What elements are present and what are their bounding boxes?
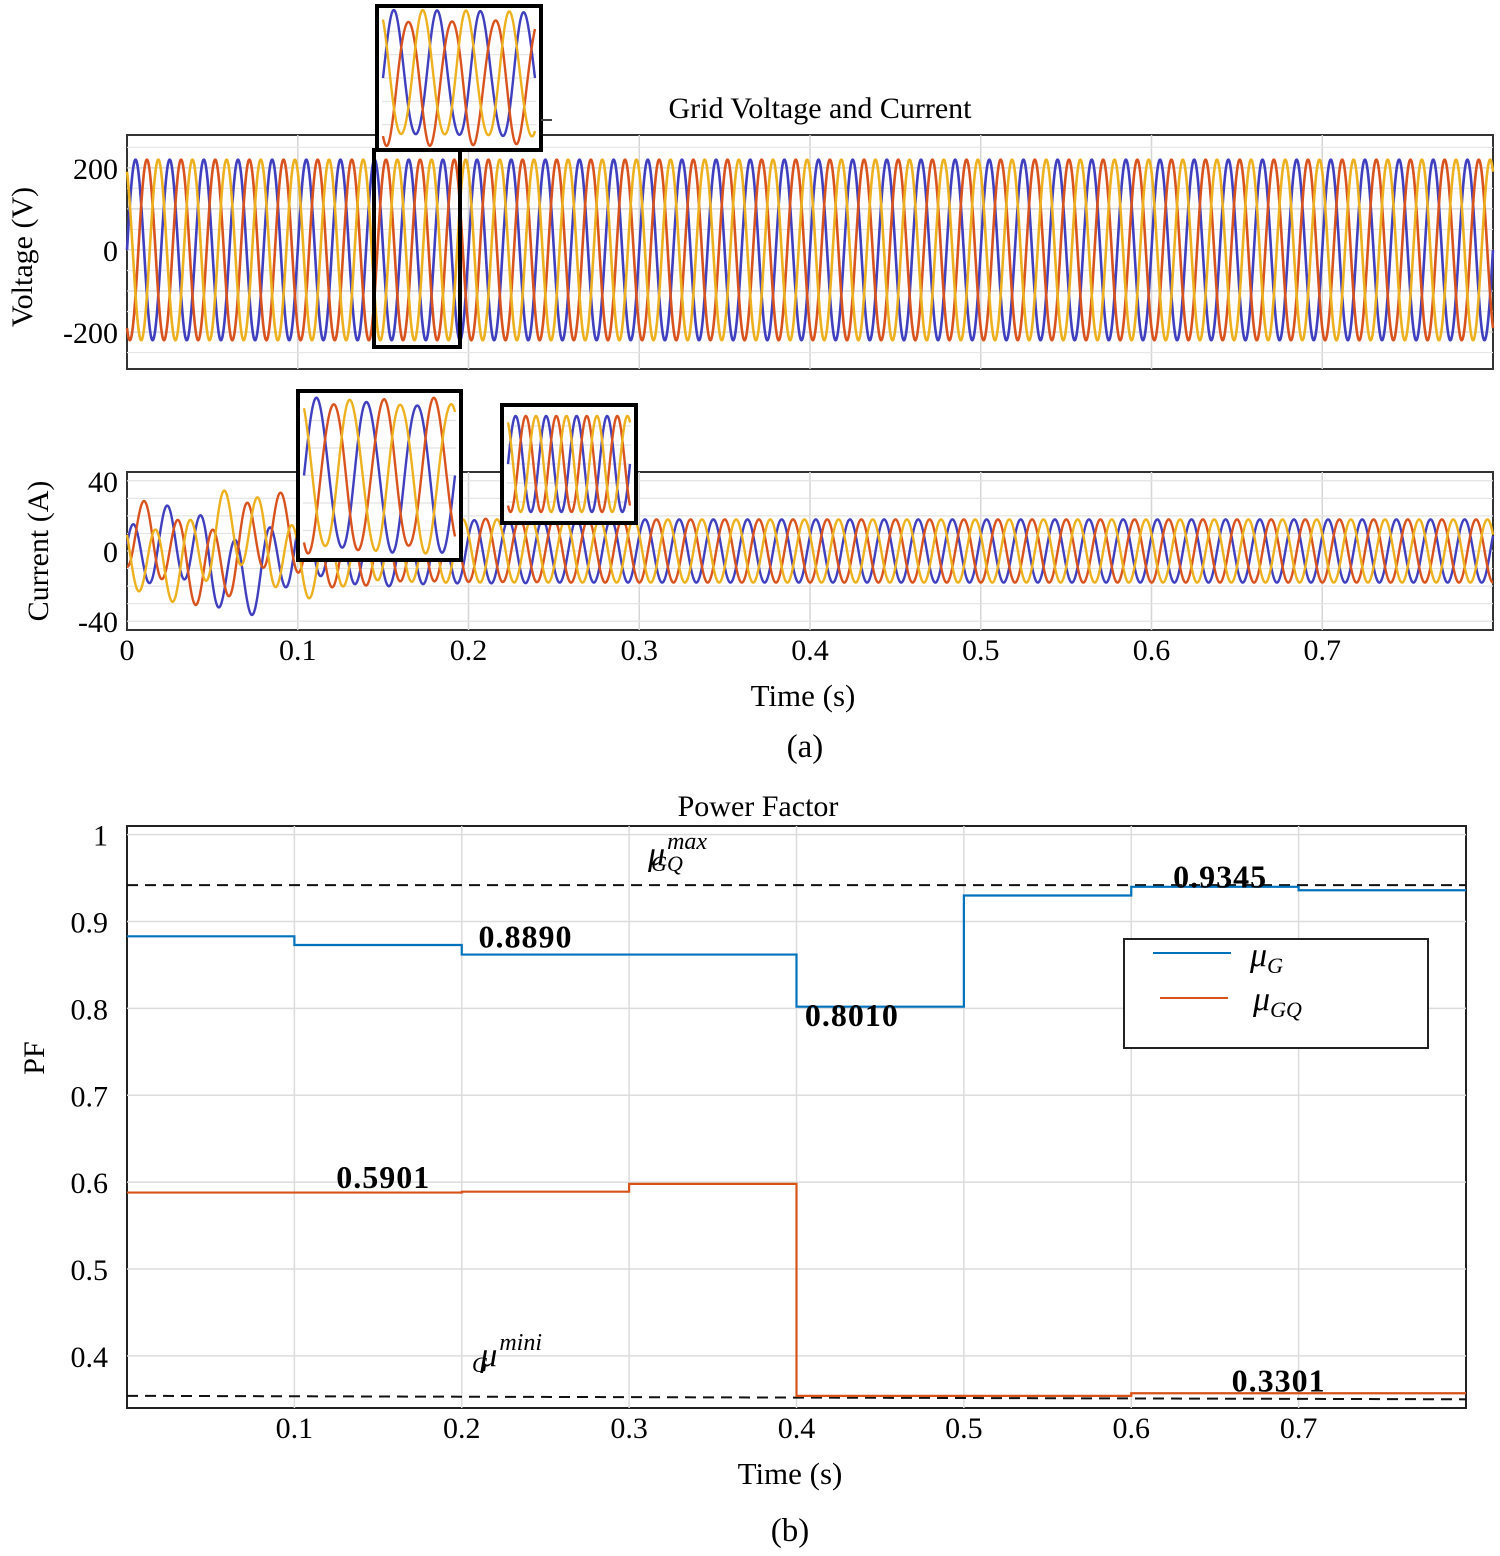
figure-a-title: Grid Voltage and Current <box>668 92 972 125</box>
current-inset-steady <box>500 403 638 525</box>
pf-value-annotation: 0.3301 <box>1232 1362 1326 1398</box>
pf-y-tick-label: 0.7 <box>71 1080 109 1113</box>
x-tick-label: 0.5 <box>962 634 1000 667</box>
current-axis-label: Current (A) <box>22 481 55 622</box>
current-panel: 40 0 -40 Current (A) <box>22 466 1495 639</box>
current-inset-2-waveforms <box>506 414 632 514</box>
pf-y-tick-label: 0.8 <box>71 993 109 1026</box>
pf-legend: μG μGQ <box>1123 937 1429 1049</box>
voltage-inset-waveforms <box>381 8 537 148</box>
pf-y-tick-label: 0.5 <box>71 1254 109 1287</box>
pf-y-tick-label: 0.9 <box>71 907 109 940</box>
pf-x-tick-label: 0.2 <box>443 1412 481 1445</box>
inset-phase-2 <box>506 414 632 514</box>
voltage-phase-1 <box>125 158 1495 342</box>
figure-a-caption: (a) <box>787 729 824 765</box>
figure-a-x-axis-label: Time (s) <box>751 678 856 713</box>
voltage-inset <box>375 4 552 152</box>
legend-box <box>1123 938 1429 1049</box>
pf-reference-lines <box>126 884 1467 1401</box>
pf-y-ticks: 0.4 0.5 0.6 0.7 0.8 0.9 1 <box>71 820 109 1374</box>
legend-label-mu-gq: μGQ <box>1252 981 1302 1022</box>
current-inset-1-waveforms <box>302 396 457 555</box>
current-y-ticks: 40 0 -40 <box>78 466 118 639</box>
voltage-y-tick-label: 0 <box>103 235 118 268</box>
pf-x-tick-label: 0.5 <box>945 1412 983 1445</box>
inset-phase-1 <box>302 396 457 554</box>
x-tick-label: 0.1 <box>279 634 317 667</box>
x-tick-label: 0.3 <box>621 634 659 667</box>
x-tick-label: 0.4 <box>791 634 829 667</box>
voltage-phase-2 <box>125 158 1495 342</box>
series-mu-g <box>127 885 1466 1008</box>
pf-annotations: 0.8890 0.8010 0.9345 0.5901 0.3301 <box>336 859 1326 1399</box>
chart-title: Power Factor <box>678 790 839 823</box>
pf-y-tick-label: 0.6 <box>71 1167 109 1200</box>
x-tick-label: 0 <box>120 634 135 667</box>
pf-x-tick-label: 0.4 <box>778 1412 816 1445</box>
pf-value-annotation: 0.8010 <box>805 997 899 1033</box>
current-inset-transient <box>296 389 463 562</box>
x-tick-label: 0.6 <box>1133 634 1171 667</box>
pf-value-annotation: 0.8890 <box>478 919 572 955</box>
mu-g-mini-label: μmini G <box>472 1330 542 1377</box>
pf-x-axis-label: Time (s) <box>738 1456 843 1491</box>
pf-value-annotation: 0.9345 <box>1173 859 1267 895</box>
voltage-y-ticks: 200 0 -200 <box>63 153 118 350</box>
voltage-waveforms <box>125 158 1495 342</box>
voltage-panel: 200 0 -200 Voltage (V) <box>6 134 1495 370</box>
voltage-phase-3 <box>125 158 1495 342</box>
pf-x-tick-label: 0.6 <box>1113 1412 1151 1445</box>
inset-phase-1 <box>506 414 632 514</box>
voltage-y-tick-label: 200 <box>73 153 118 186</box>
inset-phase-3 <box>506 414 632 514</box>
inset-phase-3 <box>381 8 537 138</box>
series-mu-gq <box>127 1182 1466 1397</box>
pf-series <box>127 885 1466 1397</box>
pf-value-annotation: 0.5901 <box>336 1159 430 1195</box>
figure-a: Grid Voltage and Current 200 0 -200 Voltag… <box>6 4 1495 765</box>
pf-caption: (b) <box>771 1513 809 1549</box>
pf-y-tick-label: 0.4 <box>71 1341 109 1374</box>
mu-gq-max-label: μmax GQ <box>647 829 707 876</box>
voltage-y-tick-label: -200 <box>63 317 118 350</box>
inset-phase-2 <box>302 396 457 555</box>
current-y-tick-label: 40 <box>88 466 118 499</box>
voltage-axis-label: Voltage (V) <box>6 187 39 327</box>
pf-x-tick-label: 0.1 <box>276 1412 314 1445</box>
pf-x-tick-label: 0.3 <box>610 1412 648 1445</box>
pf-x-ticks: 0.1 0.2 0.3 0.4 0.5 0.6 0.7 <box>276 1412 1318 1445</box>
figure-a-x-ticks: 0 0.1 0.2 0.3 0.4 0.5 0.6 0.7 <box>120 634 1342 667</box>
figure-b: Power Factor 0.8890 0.8010 0.9345 0.5901 0.3… <box>18 790 1467 1549</box>
current-y-tick-label: 0 <box>103 536 118 569</box>
pf-y-tick-label: 1 <box>93 820 108 853</box>
pf-x-tick-label: 0.7 <box>1280 1412 1318 1445</box>
current-y-tick-label: -40 <box>78 606 118 639</box>
pf-y-axis-label: PF <box>18 1041 51 1074</box>
reference-line-mini <box>126 1394 1467 1401</box>
legend-label-mu-g: μG <box>1249 937 1283 978</box>
inset-phase-3 <box>302 398 457 555</box>
x-tick-label: 0.2 <box>450 634 488 667</box>
x-tick-label: 0.7 <box>1304 634 1342 667</box>
